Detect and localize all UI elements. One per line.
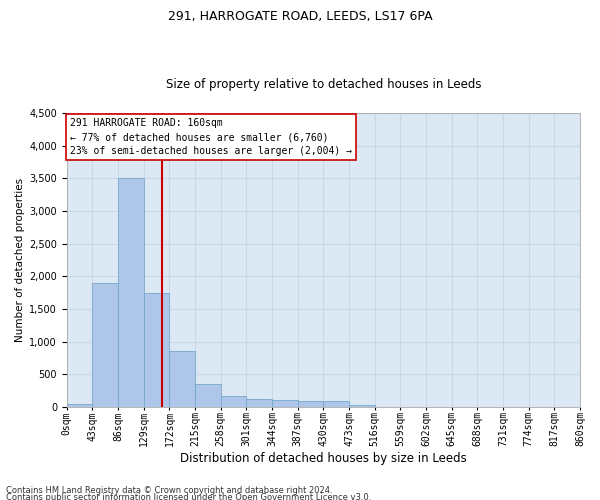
X-axis label: Distribution of detached houses by size in Leeds: Distribution of detached houses by size … [180,452,467,465]
Text: 291 HARROGATE ROAD: 160sqm
← 77% of detached houses are smaller (6,760)
23% of s: 291 HARROGATE ROAD: 160sqm ← 77% of deta… [70,118,352,156]
Text: Contains public sector information licensed under the Open Government Licence v3: Contains public sector information licen… [6,494,371,500]
Y-axis label: Number of detached properties: Number of detached properties [15,178,25,342]
Text: Contains HM Land Registry data © Crown copyright and database right 2024.: Contains HM Land Registry data © Crown c… [6,486,332,495]
Title: Size of property relative to detached houses in Leeds: Size of property relative to detached ho… [166,78,481,91]
Text: 291, HARROGATE ROAD, LEEDS, LS17 6PA: 291, HARROGATE ROAD, LEEDS, LS17 6PA [167,10,433,23]
